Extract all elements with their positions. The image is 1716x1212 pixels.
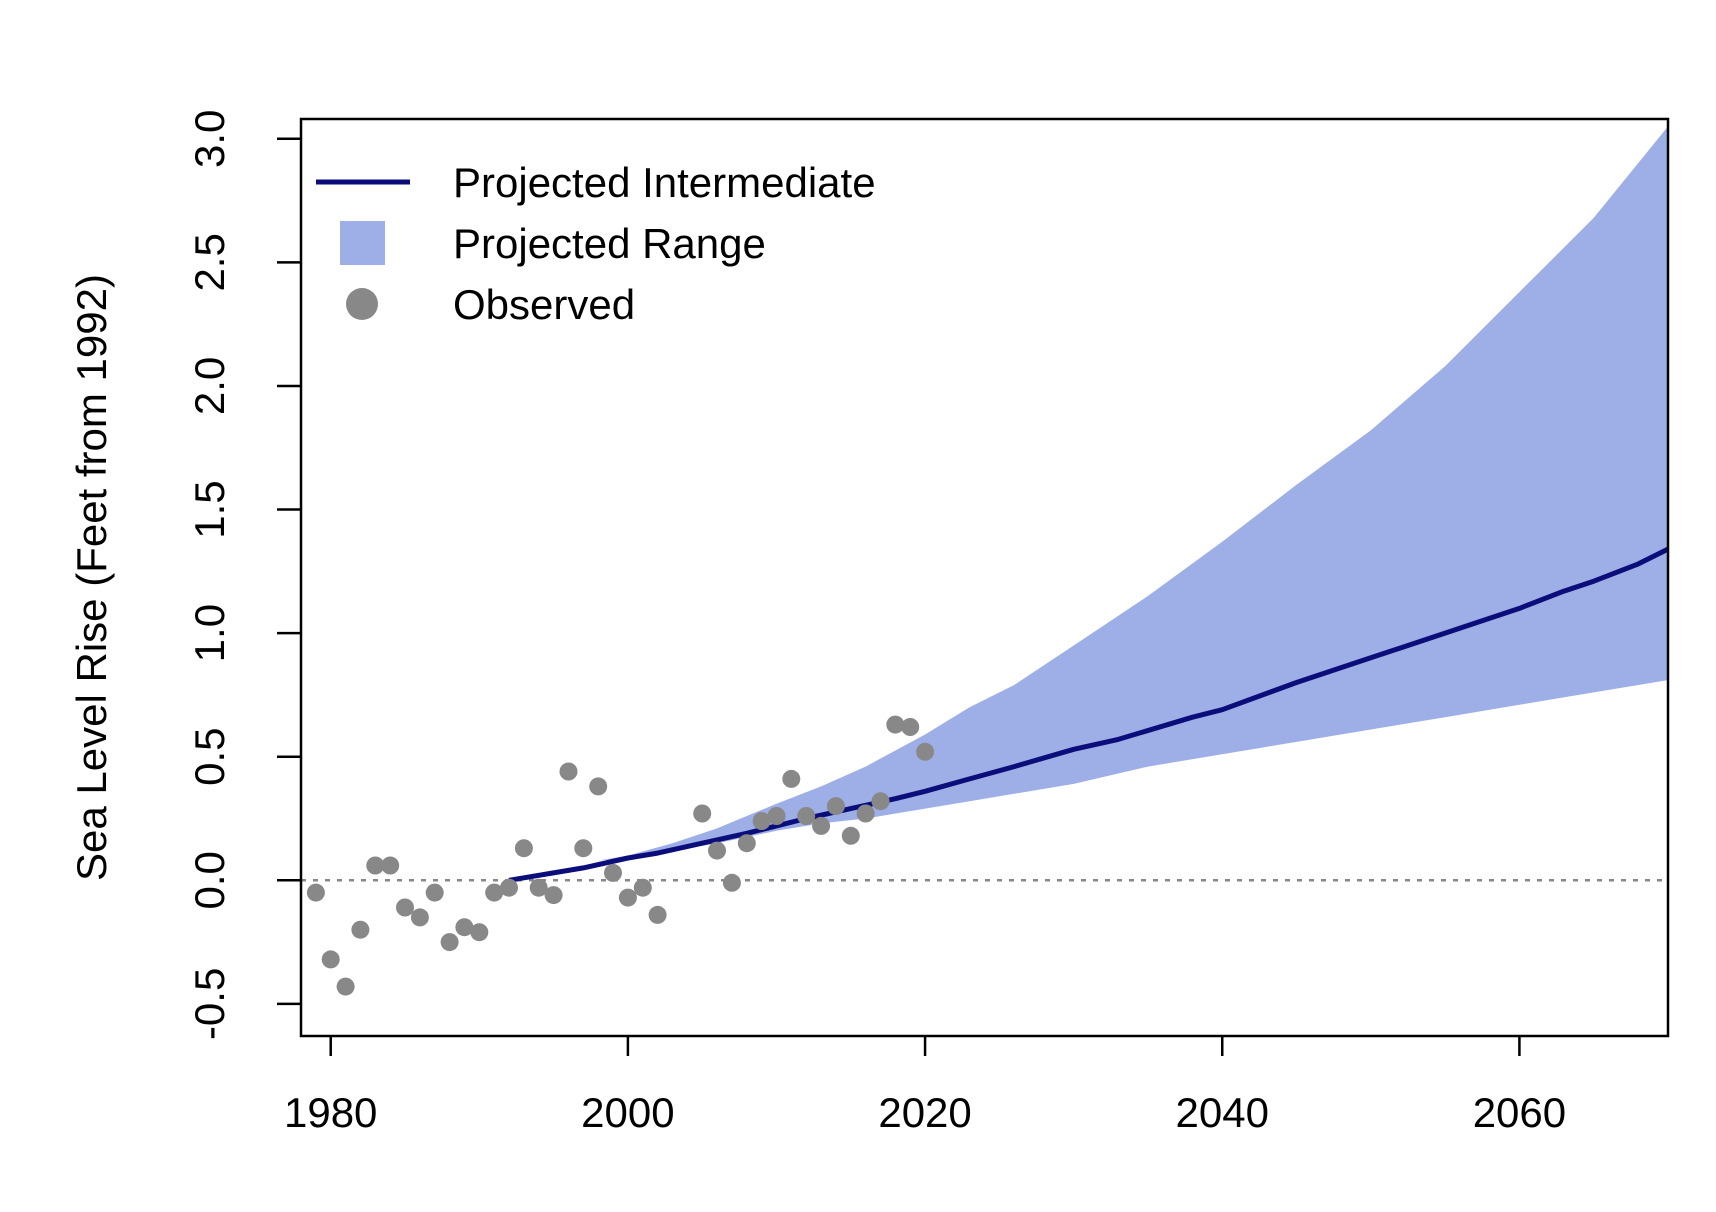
observed-point bbox=[485, 883, 504, 902]
observed-point bbox=[440, 933, 459, 952]
observed-points-layer bbox=[306, 715, 935, 996]
observed-point bbox=[366, 856, 385, 875]
projected-intermediate-layer bbox=[508, 546, 1670, 883]
x-tick-label: 2000 bbox=[581, 1089, 674, 1136]
observed-point bbox=[782, 769, 801, 788]
observed-point bbox=[797, 807, 816, 825]
x-axis: 1980 2000 2020 2040 2060 bbox=[284, 1036, 1566, 1136]
y-axis-title: Sea Level Rise (Feet from 1992) bbox=[68, 274, 115, 881]
observed-point bbox=[886, 715, 905, 734]
observed-point bbox=[841, 826, 860, 845]
observed-point bbox=[514, 839, 533, 858]
x-tick-label: 1980 bbox=[284, 1089, 377, 1136]
observed-point bbox=[767, 807, 786, 825]
observed-point bbox=[500, 878, 518, 897]
observed-point bbox=[306, 883, 325, 902]
y-tick-label: 0.0 bbox=[186, 851, 233, 909]
observed-point bbox=[648, 905, 667, 924]
observed-point bbox=[396, 898, 414, 917]
observed-point bbox=[737, 834, 756, 853]
y-tick-label: 0.5 bbox=[186, 728, 233, 786]
legend-label: Projected Range bbox=[453, 220, 766, 267]
observed-point bbox=[901, 718, 920, 736]
x-tick-label: 2020 bbox=[878, 1089, 971, 1136]
y-axis: -0.5 0.0 0.5 1.0 1.5 2.0 2.5 3.0 bbox=[186, 110, 301, 1040]
projected-intermediate-line bbox=[508, 546, 1670, 883]
observed-point bbox=[410, 908, 429, 927]
y-tick-label: 3.0 bbox=[186, 110, 233, 168]
observed-point bbox=[589, 777, 608, 796]
legend-label: Observed bbox=[453, 281, 635, 328]
legend-label: Projected Intermediate bbox=[453, 159, 876, 206]
projected-range-area bbox=[598, 126, 1669, 861]
observed-point bbox=[604, 863, 622, 882]
observed-point bbox=[381, 856, 400, 875]
y-tick-label: 1.5 bbox=[186, 480, 233, 538]
observed-point bbox=[544, 886, 563, 905]
observed-point bbox=[351, 920, 370, 939]
observed-point bbox=[470, 923, 489, 942]
observed-point bbox=[752, 812, 771, 830]
observed-point bbox=[618, 888, 637, 907]
observed-point bbox=[321, 950, 340, 969]
observed-point bbox=[633, 878, 652, 897]
observed-point bbox=[574, 839, 593, 858]
observed-point bbox=[812, 816, 831, 835]
legend-range-swatch bbox=[340, 221, 385, 265]
plot-frame bbox=[299, 117, 1670, 1038]
x-tick-label: 2040 bbox=[1176, 1089, 1269, 1136]
observed-point bbox=[856, 804, 875, 823]
observed-point bbox=[455, 918, 474, 937]
observed-point bbox=[916, 742, 935, 761]
y-tick-label: 2.0 bbox=[186, 357, 233, 415]
legend: Projected Intermediate Projected Range Obs… bbox=[316, 159, 876, 328]
observed-point bbox=[826, 797, 845, 816]
projected-range-layer bbox=[598, 126, 1669, 861]
y-tick-label: 2.5 bbox=[186, 233, 233, 291]
observed-point bbox=[722, 873, 741, 892]
observed-point bbox=[336, 977, 355, 996]
observed-point bbox=[529, 878, 548, 897]
observed-point bbox=[708, 841, 726, 860]
observed-point bbox=[559, 762, 578, 781]
x-tick-label: 2060 bbox=[1473, 1089, 1566, 1136]
observed-point bbox=[871, 792, 890, 811]
y-tick-label: 1.0 bbox=[186, 604, 233, 662]
observed-point bbox=[425, 883, 444, 902]
observed-point bbox=[693, 804, 712, 823]
y-tick-label: -0.5 bbox=[186, 968, 233, 1040]
legend-point-swatch bbox=[346, 288, 378, 320]
